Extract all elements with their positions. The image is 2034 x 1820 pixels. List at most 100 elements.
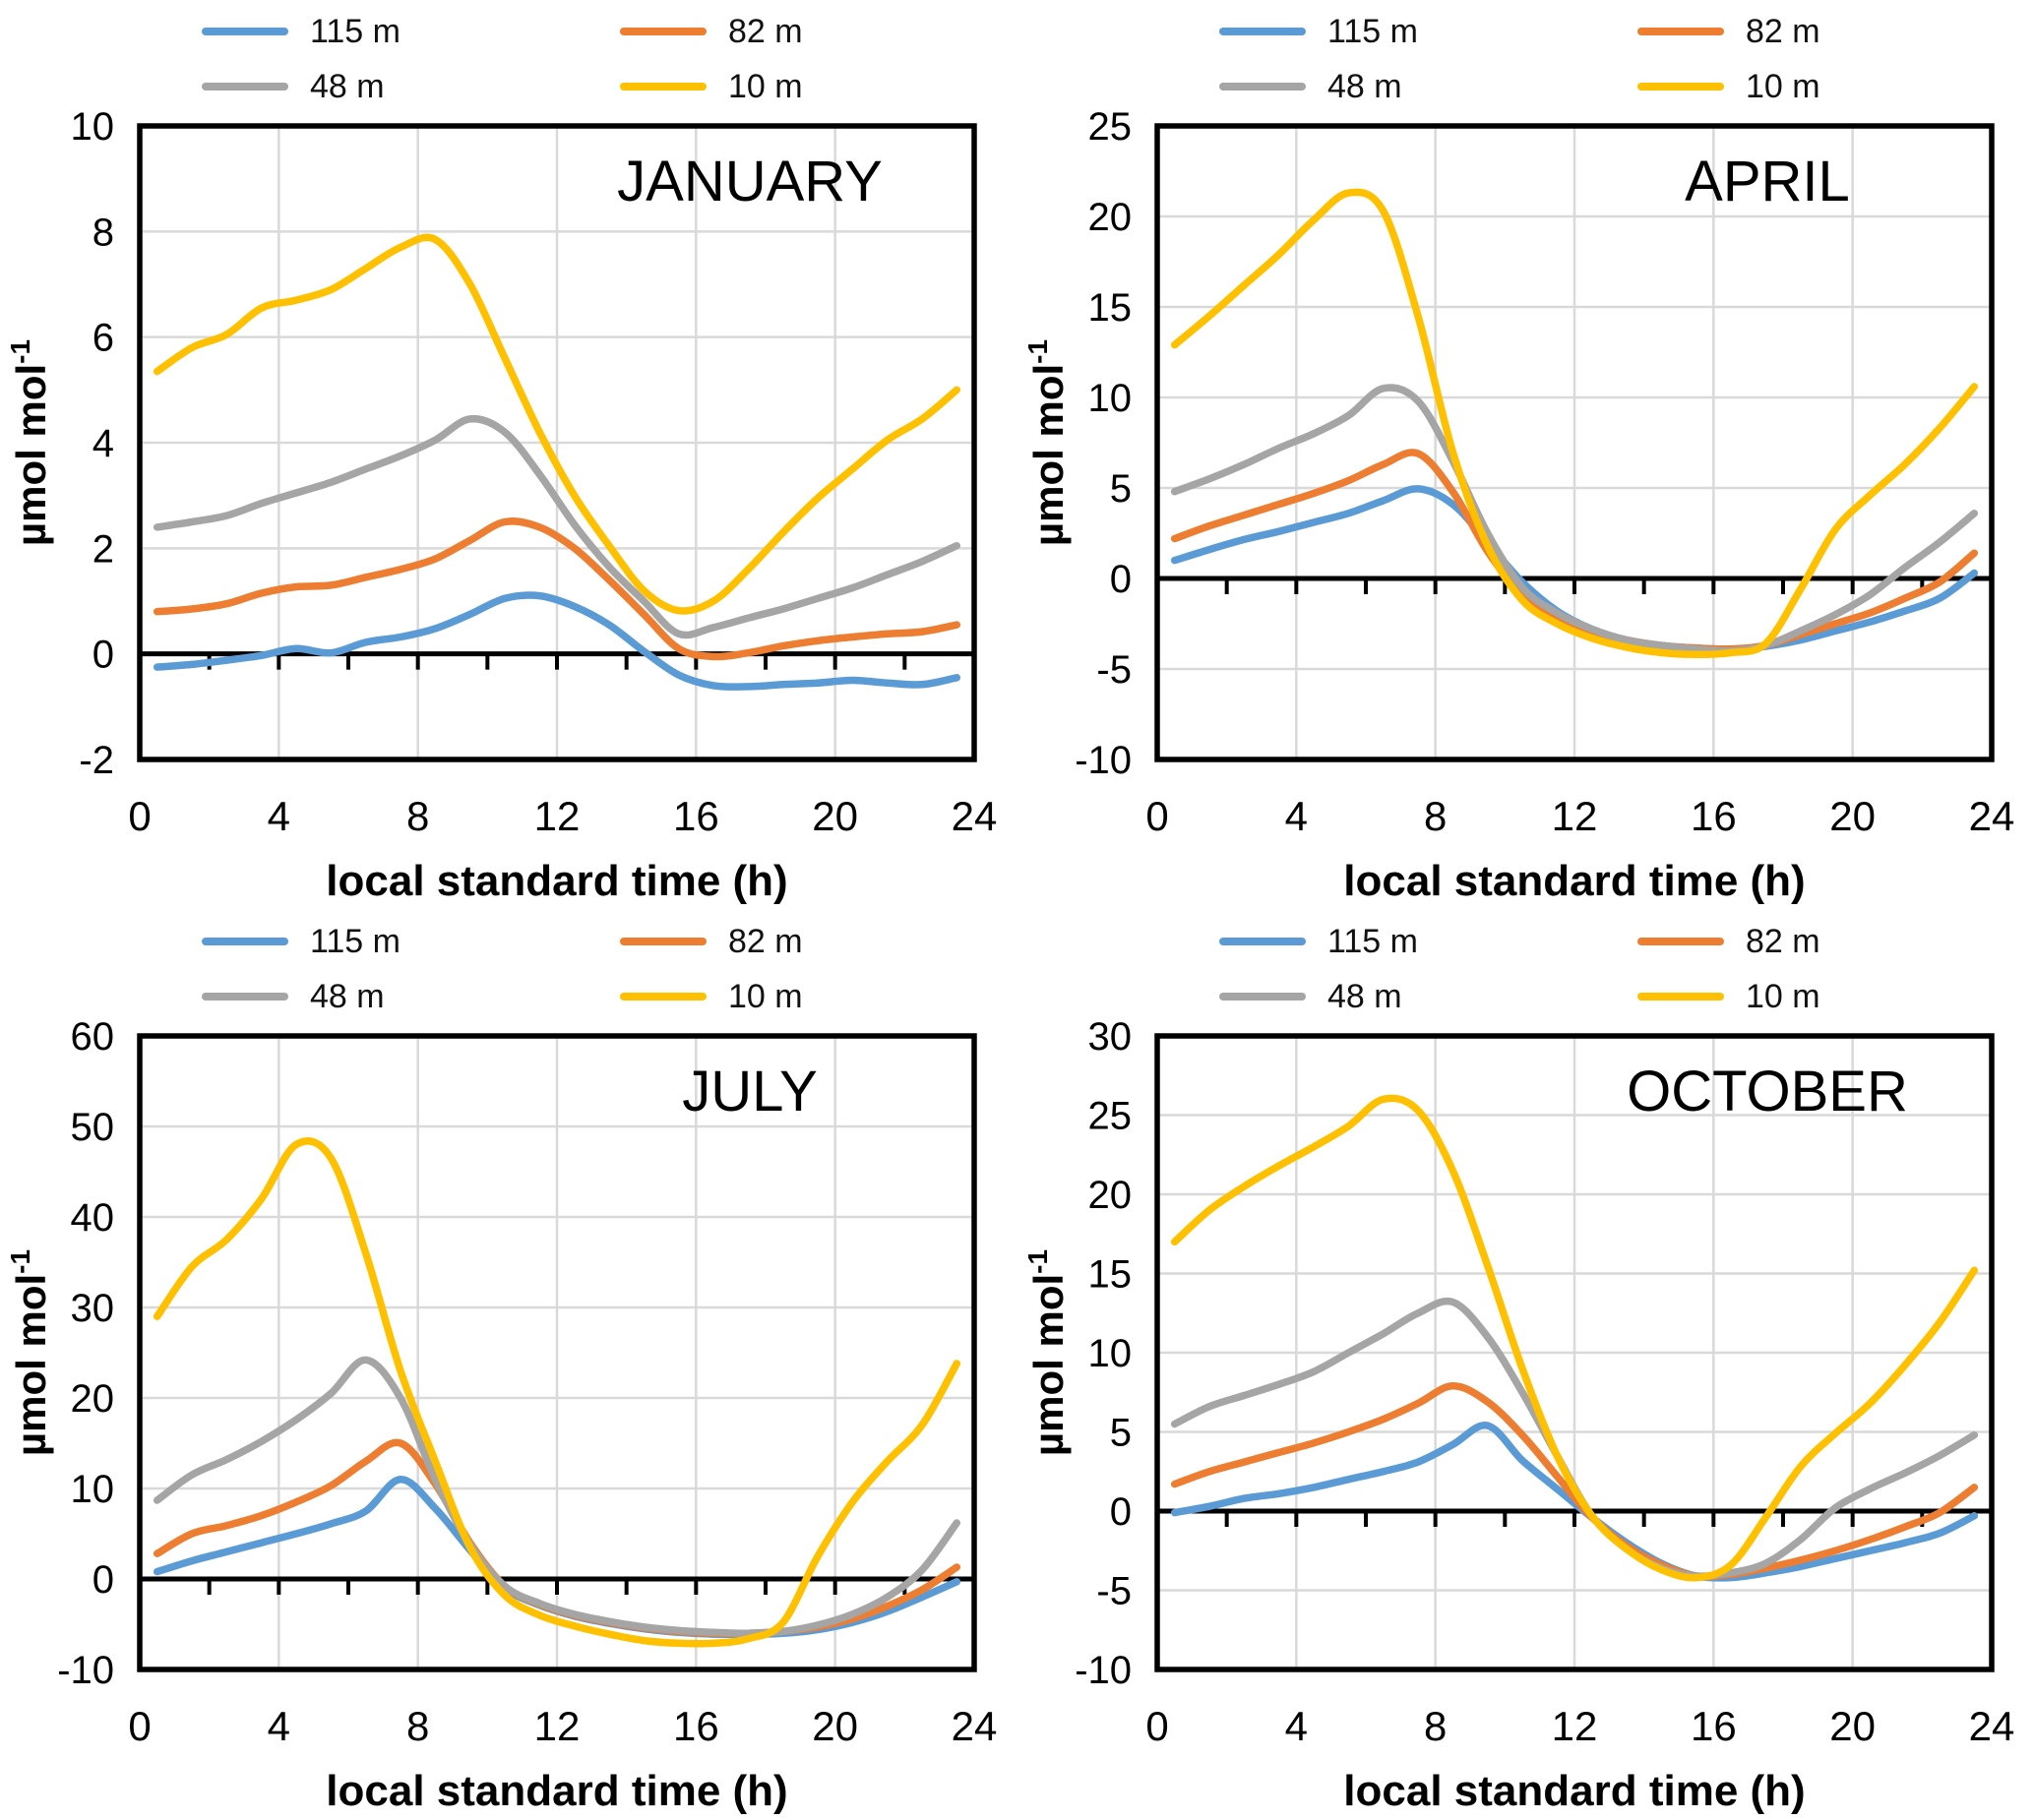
y-tick-label: 20 — [71, 1377, 115, 1421]
y-tick-label: 8 — [92, 211, 114, 254]
legend-line-swatch — [620, 993, 707, 1001]
legend-label: 10 m — [1746, 67, 1820, 105]
legend-line-swatch — [202, 83, 288, 91]
legend-label: 48 m — [1327, 67, 1402, 105]
y-tick-labels: -2 0 2 4 6 8 10 — [71, 105, 115, 782]
y-tick-label: 15 — [1088, 286, 1133, 330]
panel-july: 115 m 82 m 48 m 10 m -10 0 10 20 30 40 50 60 0 4 8 12 1… — [0, 910, 1017, 1820]
x-tick-label: 20 — [812, 1703, 858, 1749]
y-tick-label: 10 — [71, 1468, 115, 1511]
legend-line-swatch — [1219, 28, 1306, 35]
series-line-115m — [1170, 1422, 1979, 1582]
x-tick-labels: 0 4 8 12 16 20 24 — [1145, 793, 2014, 839]
panel-january: 115 m 82 m 48 m 10 m -2 0 2 4 6 8 10 0 4 8 12 16 20 24 lo… — [0, 0, 1017, 910]
x-tick-label: 8 — [406, 1703, 429, 1749]
y-tick-label: -2 — [79, 739, 114, 782]
y-axis-label: µmol mol-1 — [1022, 339, 1072, 546]
y-tick-label: 0 — [92, 1558, 114, 1602]
panel-title: JULY — [682, 1060, 818, 1123]
legend-label: 115 m — [310, 922, 401, 960]
legend-item-10m: 10 m — [1637, 61, 2034, 112]
legend-line-swatch — [1219, 993, 1306, 1001]
y-axis-label: µmol mol-1 — [5, 339, 54, 546]
legend-label: 82 m — [728, 12, 803, 50]
legend-label: 82 m — [1746, 12, 1820, 50]
y-tick-label: 0 — [92, 634, 114, 677]
legend-item-82m: 82 m — [1637, 6, 2034, 57]
y-tick-label: 5 — [1110, 1412, 1132, 1455]
x-tick-label: 16 — [673, 793, 719, 839]
y-tick-label: 6 — [92, 317, 114, 360]
series-curves — [1170, 1094, 1979, 1582]
legend-item-115m: 115 m — [202, 916, 620, 967]
y-tick-label: 30 — [1088, 1015, 1133, 1059]
y-tick-label: 10 — [71, 105, 115, 149]
x-axis-label: local standard time (h) — [326, 857, 787, 905]
y-tick-label: 0 — [1110, 558, 1132, 601]
legend-line-swatch — [1637, 28, 1724, 35]
series-curves — [1170, 188, 1979, 659]
x-tick-label: 20 — [1829, 793, 1876, 839]
x-tick-label: 12 — [1552, 1703, 1598, 1749]
panel-title: APRIL — [1685, 150, 1850, 213]
y-tick-label: 0 — [1110, 1490, 1132, 1534]
chart-october: -10 -5 0 5 10 15 20 25 30 0 4 8 12 16 20 24 local standa… — [1022, 1015, 2014, 1815]
y-tick-label: 30 — [71, 1287, 115, 1330]
plot-border — [1154, 123, 1995, 762]
x-tick-label: 8 — [1424, 1703, 1447, 1749]
legend: 115 m 82 m 48 m 10 m — [1219, 916, 2034, 1022]
y-axis-label: µmol mol-1 — [5, 1249, 54, 1456]
legend-label: 82 m — [1746, 922, 1820, 960]
legend-item-48m: 48 m — [202, 61, 620, 112]
y-tick-label: 20 — [1088, 196, 1133, 239]
legend-line-swatch — [620, 938, 707, 945]
legend-item-48m: 48 m — [202, 971, 620, 1022]
y-tick-label: -10 — [1075, 1649, 1132, 1692]
series-line-82m — [153, 517, 961, 661]
legend-line-swatch — [1219, 83, 1306, 91]
y-tick-label: 10 — [1088, 377, 1133, 420]
x-tick-label: 0 — [1145, 793, 1168, 839]
y-tick-labels: -10 -5 0 5 10 15 20 25 — [1075, 105, 1132, 782]
legend: 115 m 82 m 48 m 10 m — [202, 916, 1038, 1022]
x-tick-label: 12 — [1552, 793, 1598, 839]
y-tick-label: 15 — [1088, 1253, 1133, 1297]
x-tick-label: 0 — [128, 1703, 151, 1749]
x-tick-labels: 0 4 8 12 16 20 24 — [128, 1703, 997, 1749]
chart-july: -10 0 10 20 30 40 50 60 0 4 8 12 16 20 24 local standar… — [5, 1015, 997, 1815]
chart-april: -10 -5 0 5 10 15 20 25 0 4 8 12 16 20 24 local standard… — [1022, 105, 2014, 905]
legend-label: 10 m — [728, 67, 803, 105]
x-tick-label: 0 — [1145, 1703, 1168, 1749]
series-line-48m — [153, 1356, 961, 1637]
y-tick-label: 50 — [71, 1106, 115, 1149]
series-line-82m — [1170, 1382, 1979, 1581]
gridlines — [1157, 126, 1992, 759]
legend-item-10m: 10 m — [1637, 971, 2034, 1022]
legend-item-82m: 82 m — [620, 6, 1038, 57]
y-tick-label: 60 — [71, 1015, 115, 1059]
y-axis-label: µmol mol-1 — [1022, 1249, 1072, 1456]
x-tick-label: 4 — [1285, 1703, 1308, 1749]
legend-item-115m: 115 m — [1219, 916, 1637, 967]
legend-label: 10 m — [1746, 977, 1820, 1015]
panel-october: 115 m 82 m 48 m 10 m -10 -5 0 5 10 15 20 25 30 0 4 8 12… — [1017, 910, 2034, 1820]
panel-title: OCTOBER — [1627, 1060, 1908, 1123]
legend-item-48m: 48 m — [1219, 971, 1637, 1022]
y-tick-labels: -10 -5 0 5 10 15 20 25 30 — [1075, 1015, 1132, 1692]
y-tick-label: 40 — [71, 1196, 115, 1240]
legend-line-swatch — [1637, 938, 1724, 945]
y-tick-label: -10 — [57, 1649, 114, 1692]
y-tick-labels: -10 0 10 20 30 40 50 60 — [57, 1015, 114, 1692]
legend-label: 10 m — [728, 977, 803, 1015]
legend-item-115m: 115 m — [1219, 6, 1637, 57]
legend: 115 m 82 m 48 m 10 m — [1219, 6, 2034, 112]
legend-label: 115 m — [1327, 922, 1418, 960]
series-line-115m — [153, 591, 961, 691]
x-axis-label: local standard time (h) — [1343, 857, 1805, 905]
series-curves — [153, 233, 961, 691]
y-tick-label: -10 — [1075, 739, 1132, 782]
y-tick-label: 20 — [1088, 1174, 1133, 1217]
x-tick-labels: 0 4 8 12 16 20 24 — [128, 793, 997, 839]
